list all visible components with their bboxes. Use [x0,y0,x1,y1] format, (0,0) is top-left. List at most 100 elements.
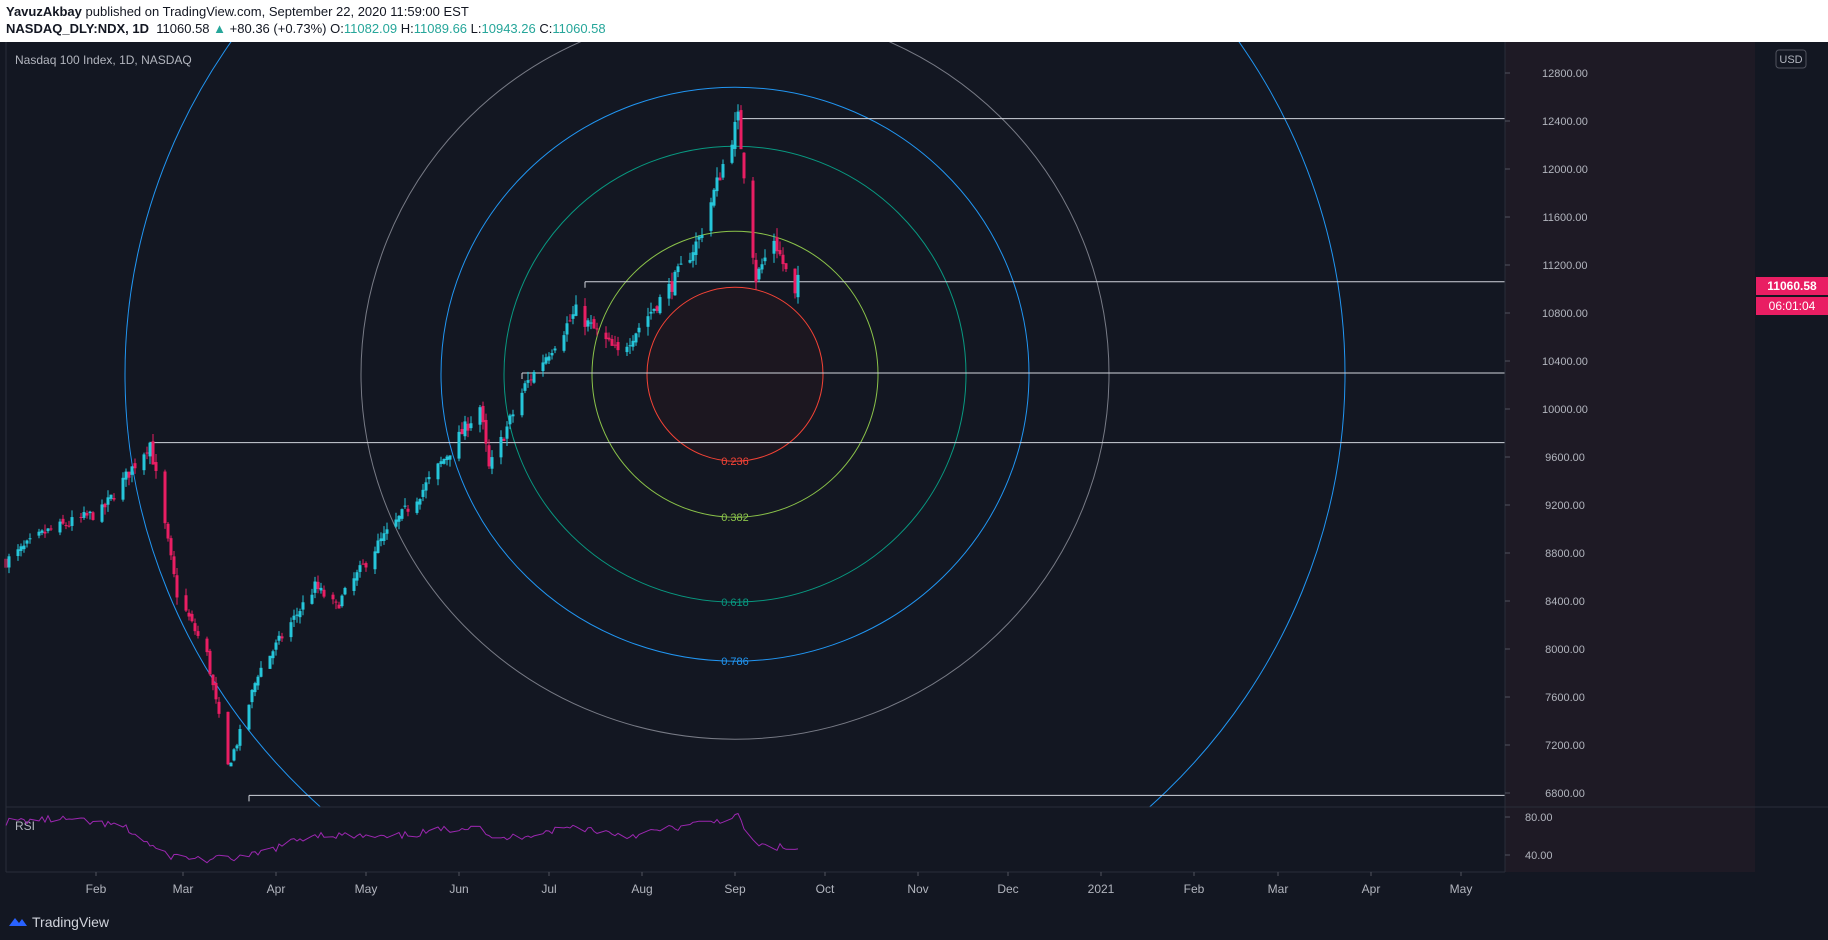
candle-body [373,551,377,570]
fib-level-label: 0.382 [721,512,749,524]
candle-body [226,711,230,765]
fib-level-label: 0.236 [721,456,749,468]
fib-circle-0-236[interactable] [646,286,824,462]
author-name[interactable]: YavuzAkbay [6,4,82,19]
currency-label: USD [1779,54,1802,66]
rsi-tick-label: 40.00 [1525,850,1553,862]
candle-body [697,236,701,240]
rsi-pane: 80.00 40.00 [5,812,1553,864]
candle-body [169,538,173,556]
price-tick-label: 8400.00 [1545,596,1585,608]
candle-body [124,471,128,480]
candle-body [361,563,365,565]
time-tick-label: Mar [173,882,194,896]
candle-body [211,674,215,686]
candle-body [541,362,545,372]
footer-brand[interactable]: TradingView [32,914,110,930]
price-tick-label: 12000.00 [1542,164,1588,176]
price-tick-label: 8800.00 [1545,548,1585,560]
published-text: published on TradingView.com, September … [85,4,469,19]
candle-body [37,531,41,536]
candle-body [673,271,677,296]
candle-body [646,316,650,327]
candle-body [208,650,212,675]
candle-body [49,528,53,530]
time-tick-label: May [355,882,378,896]
time-tick-label: May [1450,882,1473,896]
candle-body [613,344,617,346]
candle-body [319,587,323,591]
candle-body [796,274,800,298]
candle-body [238,729,242,746]
close-price: 11060.58 [156,21,210,36]
chart-canvas[interactable]: 0.236 0.382 0.618 0.786 Nasdaq 100 Index, 1… [0,0,1828,904]
candle-body [250,690,254,703]
candle-body [229,762,233,767]
price-tick-label: 10800.00 [1542,308,1588,320]
fib-circle-1-618[interactable] [124,0,1346,904]
candle-body [385,529,389,534]
candle-body [751,180,755,258]
fib-circle-0-786[interactable] [440,86,1030,662]
candle-body [478,407,482,425]
candle-body [676,266,680,273]
candle-body [43,531,47,534]
time-tick-label: Aug [631,882,652,896]
candle-body [445,456,449,461]
candle-body [298,611,302,618]
candle-body [712,189,716,206]
candle-body [214,682,218,700]
fib-circle-0-382[interactable] [591,230,879,518]
price-tick-label: 10400.00 [1542,356,1588,368]
rsi-tick-label: 80.00 [1525,812,1553,824]
price-tick-label: 9600.00 [1545,452,1585,464]
change-up-icon: ▲ [213,21,227,36]
candle-body [418,499,422,505]
time-axis[interactable]: Feb Mar Apr May Jun Jul Aug Sep Oct Nov Dec 2021 Feb… [86,872,1473,896]
candle-body [91,512,95,520]
candle-body [439,461,443,464]
candle-body [607,337,611,340]
candle-body [142,454,146,471]
candle-body [232,749,236,761]
candle-body [721,164,725,178]
currency-badge[interactable] [1775,49,1807,69]
time-tick-label: Oct [816,882,835,896]
candle-body [187,612,191,617]
fib-circle-1[interactable] [360,9,1110,740]
fib-circles[interactable]: 0.236 0.382 0.618 0.786 [124,0,1346,904]
candle-body [667,283,671,299]
candle-body [127,471,131,478]
close-value: 11060.58 [552,21,606,36]
candle-body [109,494,113,499]
candle-body [568,320,572,322]
candle-body [343,587,347,595]
candle-body [484,419,488,444]
candle-body [46,528,50,532]
candle-body [574,304,578,316]
candle-body [151,441,155,465]
candle-body [271,651,275,659]
tradingview-logo-icon [9,918,27,926]
countdown-badge [1756,297,1828,315]
price-tick-label: 12400.00 [1542,116,1588,128]
candle-body [205,638,209,653]
candle-body [442,458,446,464]
publish-header: YavuzAkbay published on TradingView.com,… [0,0,1828,42]
candle-body [352,578,356,591]
footer: TradingView [0,904,1828,940]
ohlc-line: NASDAQ_DLY:NDX, 1D 11060.58 ▲ +80.36 (+0… [6,21,606,36]
candle-body [301,602,305,610]
candle-body [193,623,197,632]
price-tick-label: 11200.00 [1542,260,1587,272]
price-axis[interactable]: 12800.00 12400.00 12000.00 11600.00 11200.00… [1505,68,1588,800]
high-value: 11089.66 [413,21,468,36]
candle-body [247,704,251,730]
candle-body [424,482,428,491]
candle-body [592,319,596,329]
candle-body [718,177,722,181]
candle-body [172,556,176,575]
candle-body [103,503,107,508]
candle-body [340,595,344,607]
candle-body [547,356,551,361]
